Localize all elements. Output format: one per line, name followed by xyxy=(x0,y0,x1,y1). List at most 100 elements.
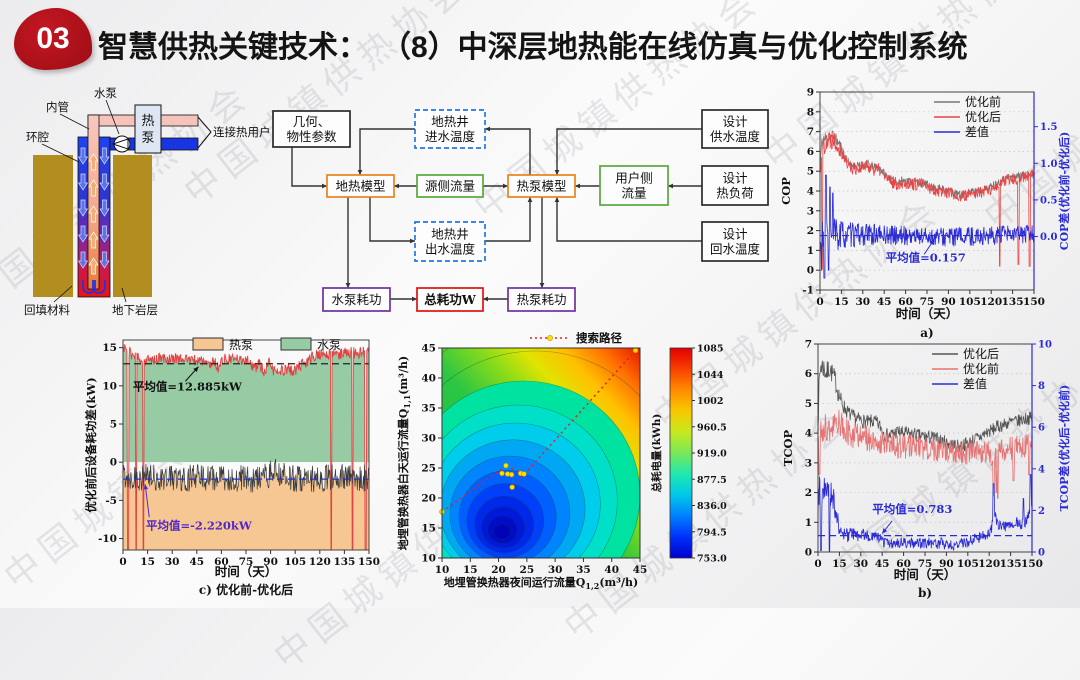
heat-pump-label-1: 热 xyxy=(141,114,154,129)
svg-text:1085: 1085 xyxy=(697,344,723,355)
energy-contour-chart: 10 15 20 25 30 35 40 451015202530354045地埋管换热器夜间… xyxy=(396,331,727,591)
svg-text:10: 10 xyxy=(435,564,450,576)
svg-text:3: 3 xyxy=(807,205,814,217)
svg-text:7: 7 xyxy=(805,339,812,351)
svg-text:15: 15 xyxy=(421,523,436,535)
svg-text:TCOP: TCOP xyxy=(782,429,795,466)
svg-text:75: 75 xyxy=(918,558,933,570)
svg-text:15: 15 xyxy=(463,564,478,576)
svg-text:75: 75 xyxy=(239,556,254,568)
svg-text:15: 15 xyxy=(834,296,849,308)
svg-text:836.0: 836.0 xyxy=(697,501,727,512)
svg-text:90: 90 xyxy=(939,558,954,570)
svg-text:3: 3 xyxy=(805,457,812,469)
svg-text:9: 9 xyxy=(807,87,814,99)
svg-text:135: 135 xyxy=(333,556,355,568)
svg-text:919.0: 919.0 xyxy=(697,449,727,460)
svg-text:时间（天）: 时间（天） xyxy=(896,306,959,321)
svg-text:水泵耗功: 水泵耗功 xyxy=(331,292,381,307)
svg-text:差值: 差值 xyxy=(965,124,989,139)
svg-text:5: 5 xyxy=(805,398,812,410)
svg-text:135: 135 xyxy=(1002,296,1024,308)
svg-text:2: 2 xyxy=(805,487,812,499)
svg-text:COP差(优化前-优化后): COP差(优化前-优化后) xyxy=(1057,132,1071,251)
svg-text:60: 60 xyxy=(898,296,913,308)
svg-text:7: 7 xyxy=(807,126,814,138)
svg-text:45: 45 xyxy=(189,556,204,568)
svg-text:150: 150 xyxy=(1021,558,1043,570)
svg-text:30: 30 xyxy=(421,433,436,445)
svg-text:0: 0 xyxy=(110,457,117,469)
svg-text:877.5: 877.5 xyxy=(697,475,727,486)
backfill-label: 回填材料 xyxy=(24,303,70,317)
svg-text:20: 20 xyxy=(491,564,506,576)
svg-text:0: 0 xyxy=(814,558,821,570)
svg-text:回水温度: 回水温度 xyxy=(710,242,761,257)
svg-text:90: 90 xyxy=(941,296,956,308)
svg-text:用户侧: 用户侧 xyxy=(615,171,653,186)
svg-text:15: 15 xyxy=(102,342,117,354)
rock-right xyxy=(113,155,152,297)
svg-text:优化后: 优化后 xyxy=(965,110,1001,124)
flow-node-d_supply xyxy=(701,109,769,149)
svg-text:地热模型: 地热模型 xyxy=(335,179,385,194)
svg-text:设计: 设计 xyxy=(722,171,747,186)
flow-node-d_load xyxy=(701,165,769,206)
svg-text:物性参数: 物性参数 xyxy=(286,129,337,144)
svg-text:0.0: 0.0 xyxy=(1040,232,1057,243)
u-bend xyxy=(82,280,106,294)
svg-text:流量: 流量 xyxy=(621,186,646,201)
svg-text:热泵模型: 热泵模型 xyxy=(516,179,566,194)
flow-node-user_flow xyxy=(599,165,669,206)
svg-text:2: 2 xyxy=(807,225,814,237)
flow-node-hp_power xyxy=(507,287,576,312)
annulus-label: 环腔 xyxy=(26,130,49,144)
geothermal-well-diagram: 热 泵 水泵 内管 环腔 连接热用户 回填材料 地下岩层 xyxy=(24,86,271,317)
svg-text:40: 40 xyxy=(421,373,436,385)
svg-text:c) 优化前-优化后: c) 优化前-优化后 xyxy=(199,582,293,597)
svg-text:地埋管换热器夜间运行流量Q1,2(m³/h): 地埋管换热器夜间运行流量Q1,2(m³/h) xyxy=(444,575,638,591)
inner-pipe-label: 内管 xyxy=(46,100,69,114)
svg-text:6: 6 xyxy=(1038,423,1045,434)
svg-text:5: 5 xyxy=(110,419,117,431)
flow-node-geo xyxy=(272,110,351,148)
svg-text:8: 8 xyxy=(1038,381,1045,392)
svg-text:6: 6 xyxy=(805,368,812,380)
svg-text:40: 40 xyxy=(604,564,619,576)
svg-text:45: 45 xyxy=(421,343,436,355)
svg-text:平均值=0.157: 平均值=0.157 xyxy=(886,250,966,264)
svg-text:30: 30 xyxy=(548,564,563,576)
flow-node-geo_model xyxy=(326,174,395,198)
svg-text:供水温度: 供水温度 xyxy=(710,129,761,144)
svg-text:120: 120 xyxy=(978,558,1000,570)
svg-text:150: 150 xyxy=(358,556,380,568)
svg-text:135: 135 xyxy=(1000,558,1022,570)
flow-node-hp_model xyxy=(507,174,576,198)
svg-text:优化前: 优化前 xyxy=(963,361,999,376)
flow-node-src_flow xyxy=(416,174,484,198)
svg-text:热泵耗功: 热泵耗功 xyxy=(516,292,566,307)
svg-text:1: 1 xyxy=(805,517,812,529)
pump-triangle-icon xyxy=(111,138,129,150)
svg-text:进水温度: 进水温度 xyxy=(425,129,476,144)
flow-arrows xyxy=(77,147,110,275)
svg-text:COP: COP xyxy=(779,177,793,205)
svg-text:0: 0 xyxy=(119,556,126,568)
svg-text:0: 0 xyxy=(816,296,823,308)
rock-label: 地下岩层 xyxy=(112,303,158,317)
svg-text:4: 4 xyxy=(805,428,812,440)
svg-text:960.5: 960.5 xyxy=(697,422,727,433)
svg-text:25: 25 xyxy=(421,463,436,475)
svg-text:0.5: 0.5 xyxy=(1040,195,1057,206)
svg-text:地热井: 地热井 xyxy=(431,227,469,242)
svg-text:平均值=-2.220kW: 平均值=-2.220kW xyxy=(146,518,253,532)
svg-text:平均值=0.783: 平均值=0.783 xyxy=(872,502,952,516)
svg-text:0: 0 xyxy=(805,547,812,559)
svg-text:总耗电量(kWh): 总耗电量(kWh) xyxy=(650,414,663,493)
svg-text:时间（天）: 时间（天） xyxy=(894,567,957,582)
svg-text:105: 105 xyxy=(959,296,981,308)
svg-text:出水温度: 出水温度 xyxy=(425,242,476,257)
svg-text:-10: -10 xyxy=(98,533,117,545)
svg-text:20: 20 xyxy=(421,493,436,505)
svg-text:TCOP差(优化后-优化前): TCOP差(优化后-优化前) xyxy=(1057,385,1071,512)
